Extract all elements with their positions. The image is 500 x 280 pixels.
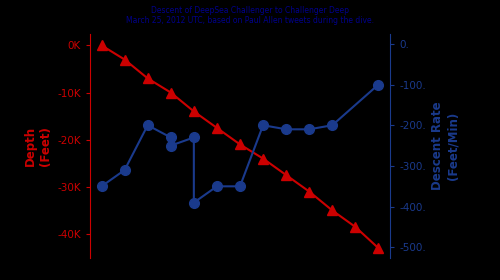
Y-axis label: Depth
(Feet): Depth (Feet): [24, 125, 52, 166]
Text: Descent of DeepSea Challenger to Challenger Deep
March 25, 2012 UTC, based on Pa: Descent of DeepSea Challenger to Challen…: [126, 6, 374, 25]
Y-axis label: Descent Rate
(Feet/Min): Descent Rate (Feet/Min): [432, 101, 460, 190]
